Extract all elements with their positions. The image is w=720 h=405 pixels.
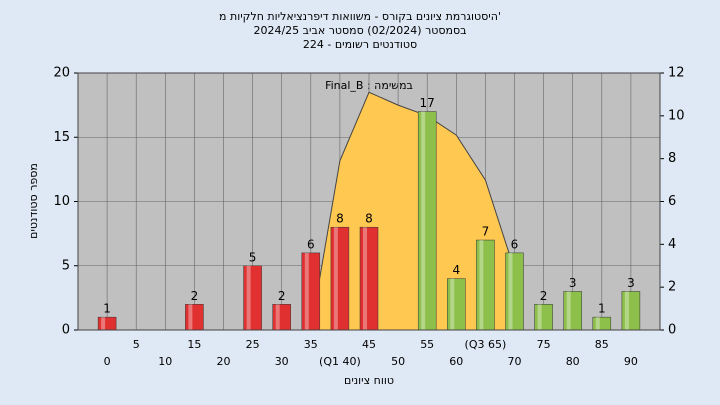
- bar: [97, 316, 117, 331]
- x-tick-label: 50: [391, 355, 405, 368]
- y2-tick-label: 10: [668, 108, 685, 123]
- y-tick-label: 0: [62, 323, 70, 338]
- bar-shine: [479, 240, 484, 330]
- data-label: 2: [540, 289, 548, 303]
- x-tick-label: 15: [187, 338, 201, 351]
- bar: [534, 304, 553, 331]
- bar: [621, 291, 641, 331]
- bar-shine: [363, 227, 367, 330]
- bar-shine: [246, 265, 251, 330]
- bar-shine: [450, 278, 455, 330]
- x-tick-label: 75: [537, 338, 551, 351]
- x-tick-label: 10: [158, 355, 172, 368]
- x-tick-label: 80: [566, 355, 580, 368]
- data-label: 2: [278, 289, 286, 303]
- y2-tick-label: 8: [668, 151, 676, 166]
- x-tick-label: (Q1 40): [319, 355, 361, 368]
- y-tick-label: 20: [53, 66, 70, 81]
- y-tick-label: 5: [62, 258, 70, 273]
- bar-shine: [188, 304, 193, 330]
- x-tick-label: 5: [133, 338, 140, 351]
- data-label: 2: [191, 289, 199, 303]
- area-line: [310, 91, 515, 331]
- x-tick-label: 25: [246, 338, 260, 351]
- bar-shine: [304, 252, 309, 330]
- data-label: 7: [482, 225, 490, 239]
- bar: [359, 226, 379, 331]
- bar-shine: [101, 317, 106, 330]
- bar-shine: [275, 304, 280, 330]
- bar: [301, 252, 321, 331]
- x-tick-label: 90: [624, 355, 638, 368]
- y2-tick-label: 6: [668, 194, 676, 209]
- bar-shine: [421, 111, 426, 330]
- bar: [185, 304, 204, 331]
- data-label: 4: [452, 263, 460, 277]
- y-tick-label: 15: [53, 130, 70, 145]
- y2-tick-label: 2: [668, 280, 676, 295]
- y2-tick-label: 0: [668, 323, 676, 338]
- y2-tick-label: 12: [668, 66, 685, 81]
- bar: [505, 252, 524, 331]
- bar: [272, 304, 291, 331]
- y2-tick-label: 4: [668, 237, 676, 252]
- data-label: 6: [511, 237, 519, 251]
- x-tick-label: 85: [595, 338, 609, 351]
- data-label: 5: [249, 250, 257, 264]
- subtitle: סטודנטים רשומים - 224: [303, 38, 417, 51]
- x-tick-label: 55: [420, 338, 434, 351]
- title: היסטוגרמת ציונים בקורס - משוואות דיפרנצי…: [219, 10, 501, 23]
- x-tick-label: 45: [362, 338, 376, 351]
- x-tick-label: 30: [275, 355, 289, 368]
- bar-shine: [595, 317, 600, 330]
- x-axis-label: טווח ציונים: [344, 374, 394, 387]
- data-label: 6: [307, 237, 315, 251]
- bar-shine: [624, 291, 629, 330]
- data-label: 8: [365, 212, 373, 226]
- bar: [476, 239, 495, 331]
- data-label: 3: [569, 276, 577, 290]
- bar-shine: [333, 227, 338, 330]
- data-label: 1: [598, 302, 606, 316]
- data-label: 3: [627, 276, 635, 290]
- bar: [243, 265, 262, 331]
- bar: [447, 278, 466, 331]
- bar-shine: [537, 304, 542, 330]
- x-tick-label: 20: [217, 355, 231, 368]
- y-axis-label: מספר סטודנטים: [27, 163, 40, 239]
- bar-shine: [508, 252, 513, 330]
- bar-shine: [566, 291, 571, 330]
- x-tick-label: (Q3 65): [465, 338, 507, 351]
- plot-border: [77, 72, 661, 331]
- bar: [592, 316, 612, 331]
- bar: [330, 226, 350, 331]
- x-tick-label: 0: [104, 355, 111, 368]
- data-label: 1: [103, 302, 111, 316]
- subtitle: בסמסטר (02/2024) סמסטר אביב 2024/25: [253, 24, 466, 37]
- data-label: 17: [420, 96, 435, 110]
- bar: [563, 291, 582, 331]
- x-tick-label: 35: [304, 338, 318, 351]
- y-tick-label: 10: [53, 194, 70, 209]
- x-tick-label: 60: [449, 355, 463, 368]
- data-label: 8: [336, 212, 344, 226]
- x-tick-label: 70: [508, 355, 522, 368]
- bar: [417, 111, 437, 331]
